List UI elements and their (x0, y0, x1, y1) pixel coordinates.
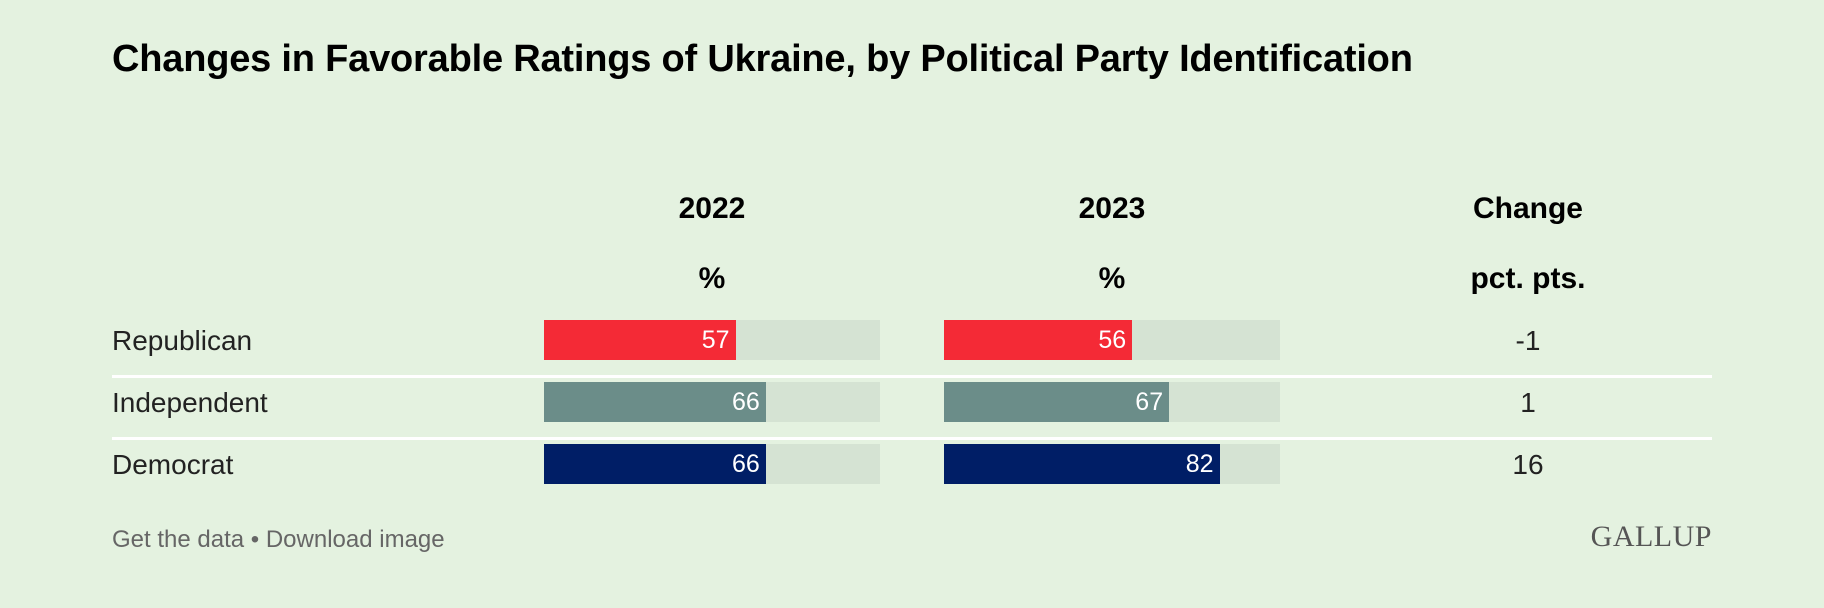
table-row: Independent 66 67 1 (112, 378, 1712, 437)
change-value: -1 (1515, 325, 1541, 356)
column-unit-2022: % (698, 262, 726, 295)
chart-footer: Get the data • Download image (112, 526, 445, 554)
change-value: 16 (1512, 449, 1544, 480)
chart-title: Changes in Favorable Ratings of Ukraine,… (112, 38, 1413, 80)
column-unit-change: pct. pts. (1470, 262, 1586, 295)
bar-track: 67 (944, 382, 1280, 422)
row-label: Democrat (112, 449, 234, 480)
bar-track: 57 (544, 320, 880, 360)
table-row: Republican 57 56 -1 (112, 316, 1712, 375)
bar: 82 (944, 444, 1220, 484)
column-unit-2023: % (1098, 262, 1126, 295)
bar: 57 (544, 320, 736, 360)
row-separator (112, 437, 1712, 440)
bar-value-label: 66 (731, 387, 760, 416)
table-row: Democrat 66 82 16 (112, 440, 1712, 499)
bar-value-label: 82 (1185, 449, 1214, 478)
bar: 67 (944, 382, 1170, 422)
get-data-link[interactable]: Get the data (112, 526, 245, 553)
column-header-2023: 2023 (1078, 192, 1146, 225)
row-separator (112, 375, 1712, 378)
row-label: Republican (112, 325, 253, 356)
bar-track: 56 (944, 320, 1280, 360)
bar-value-label: 57 (701, 325, 730, 354)
gallup-logo: GALLUP (1590, 520, 1712, 553)
chart-rows: Republican 57 56 -1 Independent 66 67 1 Democrat… (112, 316, 1712, 499)
footer-separator: • (250, 526, 260, 553)
bar-track: 82 (944, 444, 1280, 484)
change-value: 1 (1520, 387, 1536, 418)
row-label: Independent (112, 387, 268, 418)
bar-value-label: 66 (731, 449, 760, 478)
bar-value-label: 56 (1098, 325, 1127, 354)
bar-value-label: 67 (1135, 387, 1164, 416)
column-header-2022: 2022 (678, 192, 746, 225)
bar-track: 66 (544, 444, 880, 484)
download-image-link[interactable]: Download image (265, 526, 445, 553)
bar: 66 (544, 444, 766, 484)
bar-track: 66 (544, 382, 880, 422)
bar: 56 (944, 320, 1133, 360)
column-header-change: Change (1472, 192, 1583, 225)
bar: 66 (544, 382, 766, 422)
